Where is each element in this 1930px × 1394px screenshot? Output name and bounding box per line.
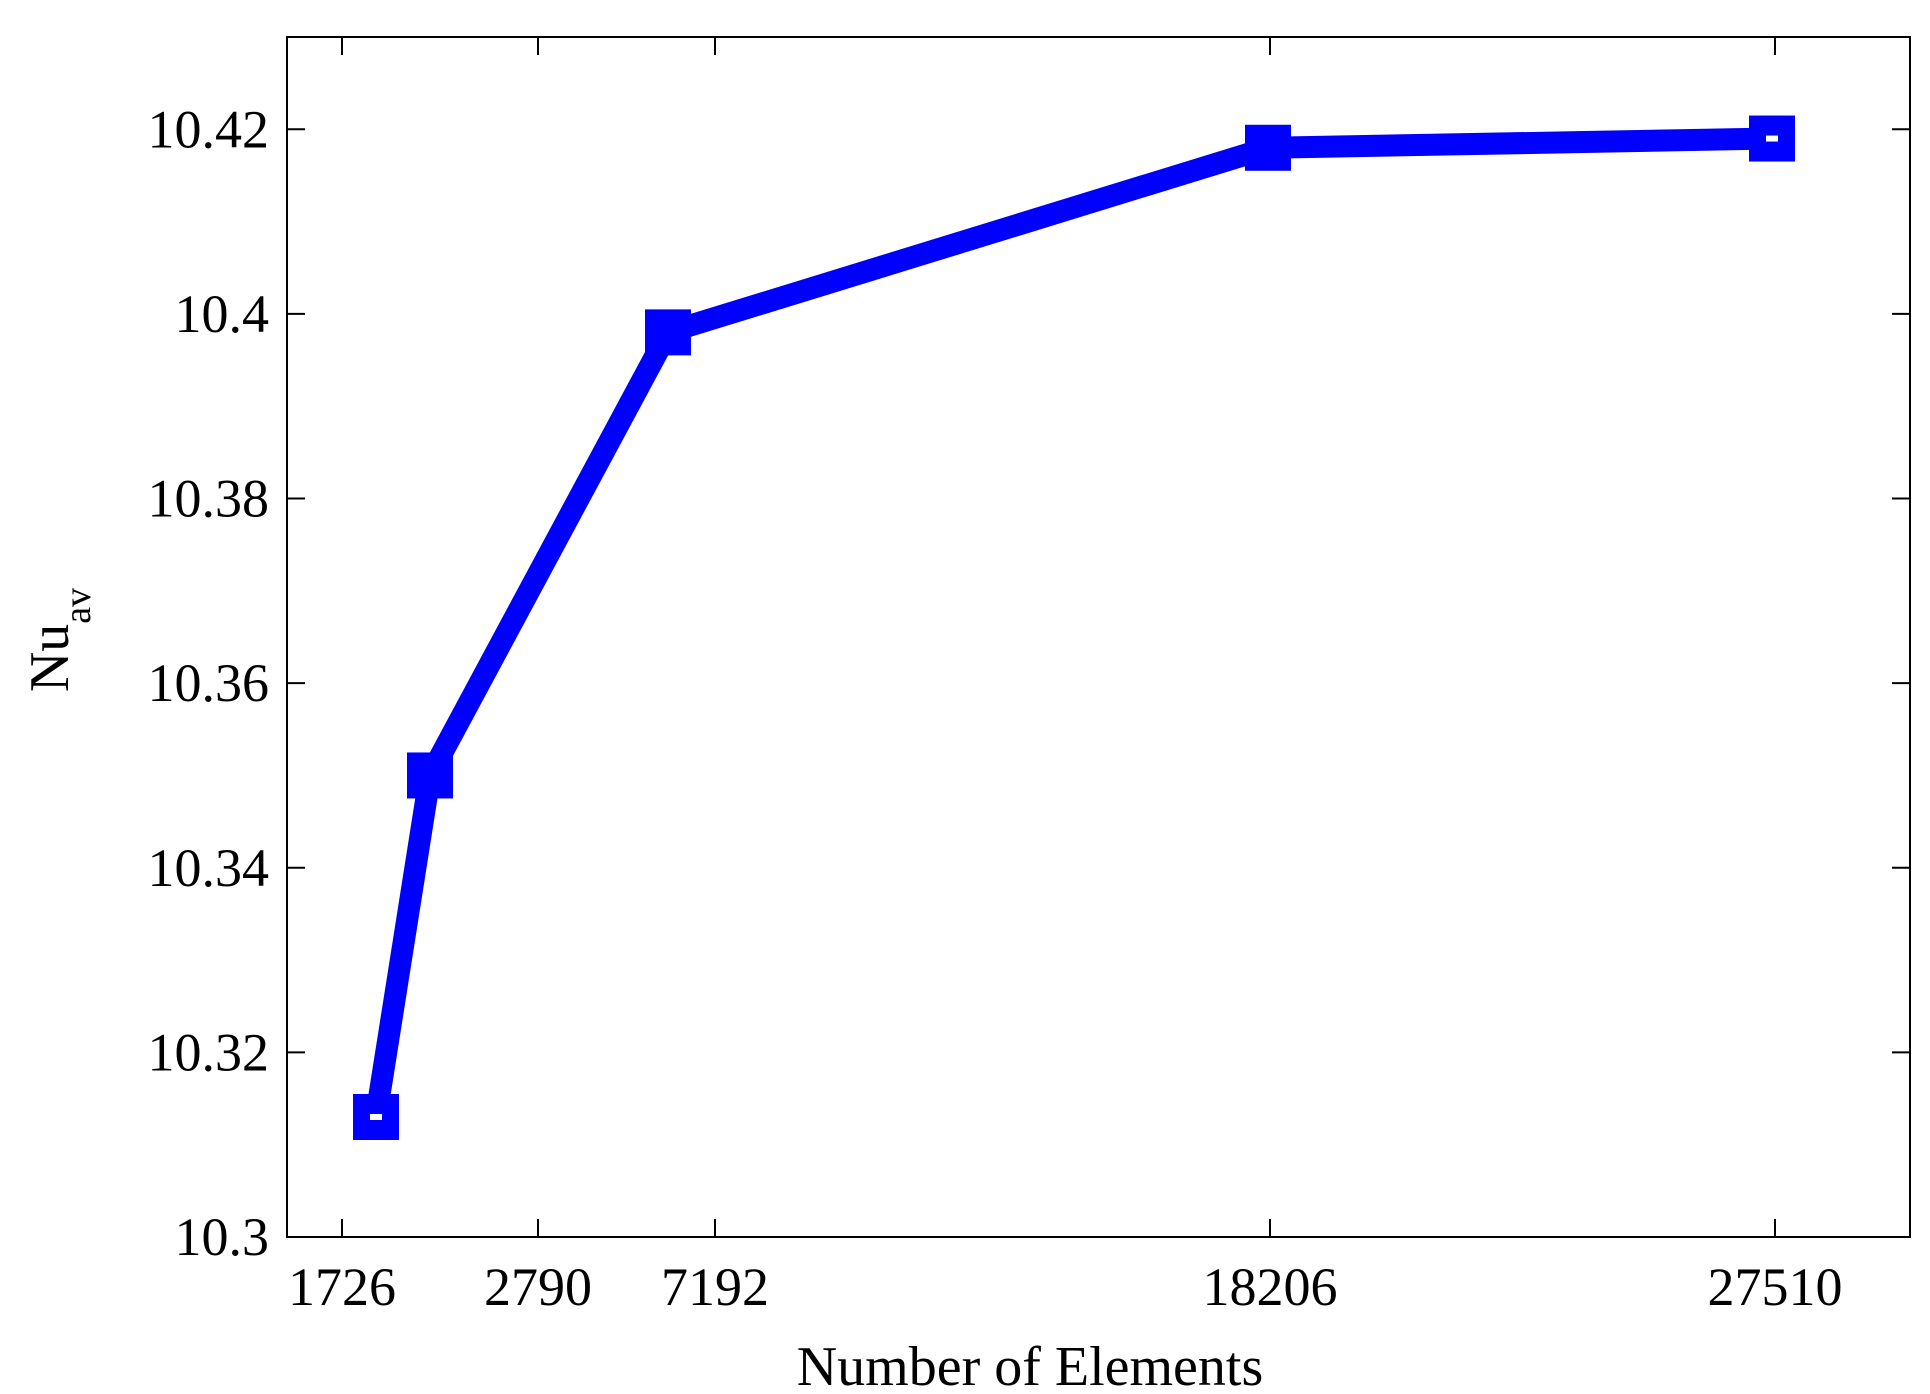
- plot-area: [286, 36, 1911, 1238]
- data-point-marker-hollow: [1766, 135, 1778, 142]
- data-point-marker: [645, 309, 691, 356]
- x-axis-title: Number of Elements: [797, 1336, 1264, 1394]
- y-tick-label: 10.42: [148, 99, 270, 159]
- y-axis-title-main: Nu: [19, 624, 81, 692]
- x-tick-label: 27510: [1708, 1257, 1843, 1317]
- y-tick-label: 10.36: [148, 653, 270, 713]
- y-axis-title-subscript: av: [57, 588, 99, 624]
- x-tick-label: 1726: [288, 1257, 396, 1317]
- series-layer: [353, 115, 1795, 1140]
- y-tick-label: 10.32: [148, 1022, 270, 1082]
- y-tick-label: 10.34: [148, 838, 270, 898]
- y-tick-label: 10.38: [148, 469, 270, 529]
- y-tick-label: 10.3: [175, 1207, 270, 1267]
- y-axis-ticks: 10.3 10.32 10.34 10.36 10.38 10.4 10.42: [148, 99, 1910, 1267]
- data-point-marker-hollow: [370, 1114, 382, 1120]
- x-axis-ticks: 1726 2790 7192 18206 27510: [288, 37, 1843, 1317]
- y-axis-title: Nuav: [19, 588, 99, 692]
- x-tick-label: 18206: [1203, 1257, 1338, 1317]
- data-point-marker: [407, 752, 453, 799]
- y-tick-label: 10.4: [175, 284, 270, 344]
- x-tick-label: 2790: [484, 1257, 592, 1317]
- data-point-marker: [1245, 124, 1291, 171]
- x-tick-label: 7192: [661, 1257, 769, 1317]
